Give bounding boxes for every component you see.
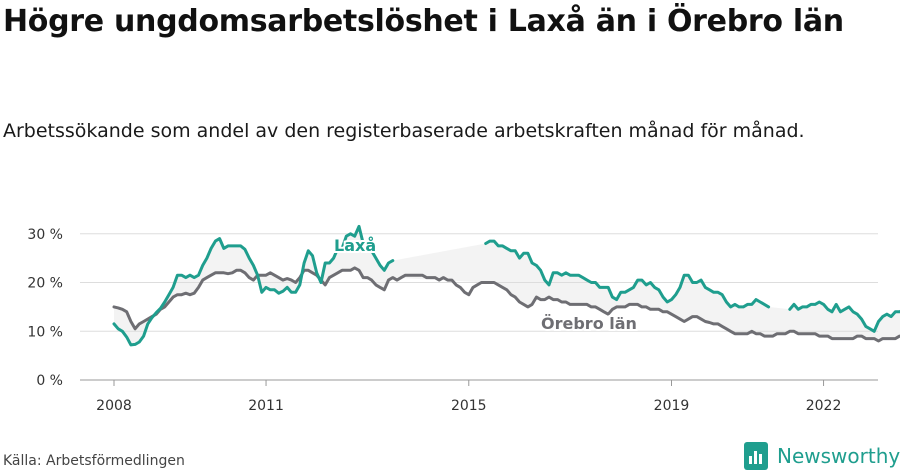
difference-band (114, 226, 900, 345)
chart-subtitle: Arbetssökande som andel av den registerb… (3, 120, 805, 142)
y-tick-label: 30 % (27, 227, 63, 243)
axes: 0 % 10 % 20 % 30 % 2008 2011 2015 2019 2022 (27, 227, 841, 414)
brand-logo[interactable]: Newsworthy (744, 441, 900, 471)
bar-chart-icon (744, 442, 768, 470)
y-tick-label: 10 % (27, 324, 63, 340)
chart-title: Högre ungdomsarbetslöshet i Laxå än i Ör… (3, 4, 844, 39)
x-tick-label: 2015 (451, 398, 487, 414)
gridlines (80, 233, 878, 381)
series-line-orebro (112, 266, 900, 343)
brand-name: Newsworthy (777, 444, 900, 468)
source-note: Källa: Arbetsförmedlingen (3, 453, 185, 469)
series-label-orebro: Örebro län (541, 314, 637, 333)
x-tick-label: 2011 (248, 398, 284, 414)
series-lines (112, 224, 900, 347)
x-tick-label: 2019 (654, 398, 690, 414)
series-line-laxa (112, 224, 900, 347)
series-label-laxa: Laxå (334, 236, 376, 255)
x-tick-label: 2022 (806, 398, 842, 414)
y-tick-label: 20 % (27, 276, 63, 292)
y-tick-label: 0 % (36, 373, 63, 389)
x-tick-label: 2008 (96, 398, 132, 414)
